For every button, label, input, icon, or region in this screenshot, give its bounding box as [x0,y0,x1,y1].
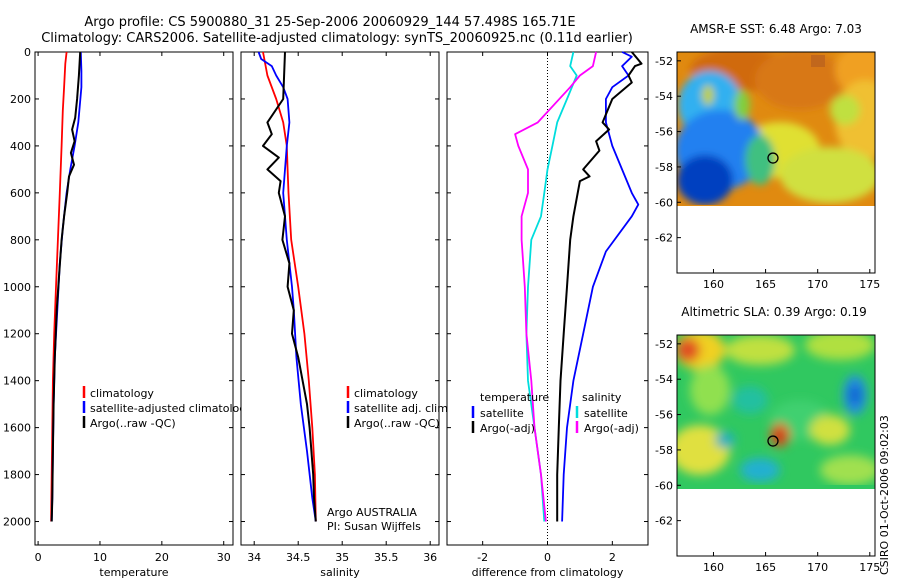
sla_map-xtick-label: 160 [703,561,724,574]
temperature-ytick-label: 1600 [3,422,31,435]
sst-argo-marker [767,152,779,164]
salinity-xtick-label: 34 [247,551,261,564]
difference-series-3 [514,51,597,522]
sla-map: Altimetric SLA: 0.39 Argo: 0.19 [655,305,880,574]
difference-legend-label: satellite [584,407,628,420]
temperature-plot-area [34,51,234,546]
difference-legend-label: Argo(-adj) [480,422,535,435]
sst_map-ytick-label: -58 [655,161,673,174]
sla-map-field [677,335,875,489]
difference-xtick-label: 0 [544,551,551,564]
temperature-xtick-label: 0 [35,551,42,564]
side-credit: CSIRO 01-Oct-2006 09:02:03 [878,415,891,575]
temperature-ytick-label: 1800 [3,469,31,482]
sla_map-ytick-label: -58 [655,444,673,457]
salinity-chart: 34 34.5 35 35.5 36 salinity climatology satelli… [240,51,451,579]
sla_map-ytick-label: -62 [655,515,673,528]
sst_map-ytick-label: -52 [655,55,673,68]
salinity-annotation: Argo AUSTRALIA [327,506,417,519]
salinity-series-1 [257,51,317,522]
difference-legend-title-temperature: temperature [480,391,549,404]
salinity-plot-area [240,51,440,546]
temperature-ytick-label: 800 [10,234,31,247]
temperature-ytick-label: 1000 [3,281,31,294]
sst-map-title: AMSR-E SST: 6.48 Argo: 7.03 [690,22,862,36]
salinity-annotation: PI: Susan Wijffels [327,520,421,533]
difference-xtick-label: -2 [477,551,488,564]
temperature-xtick-label: 20 [155,551,169,564]
temperature-ytick-label: 400 [10,140,31,153]
sla-map-title: Altimetric SLA: 0.39 Argo: 0.19 [681,305,866,319]
sst_map-ytick-label: -62 [655,232,673,245]
salinity-xtick-label: 35.5 [374,551,399,564]
sla-map-frame [676,334,876,557]
difference-legend-label: Argo(-adj) [584,422,639,435]
salinity-legend-label: satellite adj. clim. [354,402,451,415]
difference-xtick-label: 2 [609,551,616,564]
difference-chart: -2 0 2 difference from climatology temperatu… [446,51,649,579]
salinity-series-0 [262,51,317,522]
difference-xlabel: difference from climatology [472,566,624,579]
temperature-legend-label: Argo(..raw -QC) [90,417,176,430]
sla_map-xtick-label: 175 [859,561,880,574]
temperature-legend-label: satellite-adjusted climatology [90,402,253,415]
sst_map-xtick-label: 175 [859,278,880,291]
sla_map-ytick-label: -60 [655,479,673,492]
sla_map-ytick-label: -52 [655,338,673,351]
sst_map-xtick-label: 160 [703,278,724,291]
sst-map: AMSR-E SST: 6.48 Argo: 7.03 160 165 17 [655,22,880,291]
sst_map-ytick-label: -54 [655,90,673,103]
salinity-xtick-label: 34.5 [286,551,311,564]
temperature-ytick-label: 0 [24,46,31,59]
temperature-ytick-label: 200 [10,93,31,106]
temperature-ytick-label: 2000 [3,516,31,529]
sst-map-field [677,52,875,206]
temperature-xtick-label: 30 [217,551,231,564]
sla-argo-marker [767,435,779,447]
sla_map-xtick-label: 170 [807,561,828,574]
sst_map-xtick-label: 165 [755,278,776,291]
difference-legend-label: satellite [480,407,524,420]
temperature-ytick-label: 1200 [3,328,31,341]
salinity-series-2 [262,51,317,522]
salinity-legend-label: Argo(..raw -QC) [354,417,440,430]
difference-series-2 [525,51,578,522]
temperature-xlabel: temperature [99,566,168,579]
temperature-chart: 0 10 20 30 0 200 400 600 800 1000 1200 1400 1600 1800… [3,46,253,579]
salinity-xtick-label: 36 [423,551,437,564]
header-line-1: Argo profile: CS 5900880_31 25-Sep-2006 … [84,15,575,30]
header-line-2: Climatology: CARS2006. Satellite-adjuste… [41,31,633,46]
sla_map-ytick-label: -56 [655,409,673,422]
temperature-legend-label: climatology [90,387,154,400]
sst-map-frame [676,51,876,274]
temperature-ytick-label: 600 [10,187,31,200]
difference-series-1 [556,51,643,522]
temperature-ytick-label: 1400 [3,375,31,388]
temperature-xtick-label: 10 [93,551,107,564]
sla_map-xtick-label: 165 [755,561,776,574]
salinity-xtick-label: 35 [335,551,349,564]
sst_map-ytick-label: -56 [655,126,673,139]
sst_map-xtick-label: 170 [807,278,828,291]
temperature-series-2 [50,51,82,522]
sla_map-ytick-label: -54 [655,373,673,386]
difference-series-0 [561,51,640,522]
salinity-xlabel: salinity [320,566,360,579]
sst_map-ytick-label: -60 [655,196,673,209]
difference-legend-title-salinity: salinity [582,391,622,404]
salinity-legend-label: climatology [354,387,418,400]
